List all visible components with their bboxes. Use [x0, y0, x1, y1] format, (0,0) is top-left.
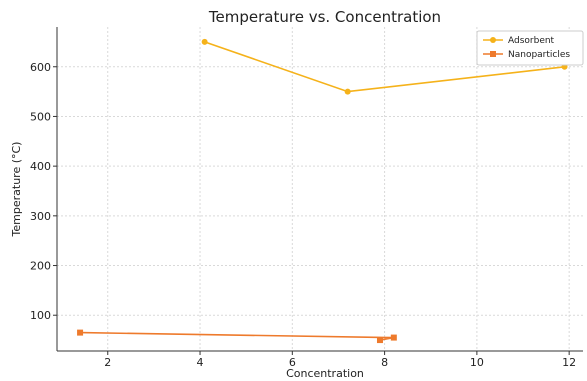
x-tick-label: 6	[289, 356, 296, 369]
y-tick-label: 500	[30, 110, 51, 123]
series-layer	[77, 38, 568, 344]
axes-layer: 2 4 6 8 10 12 100 200 300 400 500 600	[30, 27, 583, 369]
legend-label: Adsorbent	[508, 36, 555, 46]
y-axis-label: Temperature (°C)	[10, 142, 23, 238]
x-axis-label: Concentration	[286, 367, 364, 380]
legend-marker	[490, 37, 496, 43]
legend-marker	[490, 51, 496, 57]
x-tick-label: 2	[104, 356, 111, 369]
y-tick-label: 600	[30, 61, 51, 74]
x-tick-label: 10	[470, 356, 484, 369]
data-point	[390, 334, 397, 341]
series-line	[80, 331, 394, 341]
legend-label: Nanoparticles	[508, 50, 570, 60]
x-tick-label: 8	[381, 356, 388, 369]
grid-layer	[57, 27, 583, 351]
y-tick-label: 100	[30, 309, 51, 322]
legend: Adsorbent Nanoparticles	[476, 30, 584, 66]
chart-title: Temperature vs. Concentration	[208, 8, 441, 26]
series-adsorbent	[201, 38, 568, 95]
x-tick-label: 12	[562, 356, 576, 369]
y-tick-label: 400	[30, 160, 51, 173]
data-point	[376, 337, 383, 344]
y-tick-label: 300	[30, 210, 51, 223]
x-tick-label: 4	[197, 356, 204, 369]
legend-items: Adsorbent Nanoparticles	[483, 36, 570, 60]
data-point	[344, 88, 351, 95]
data-point	[201, 38, 208, 45]
legend-box	[476, 30, 584, 66]
series-nanoparticles	[77, 329, 397, 344]
data-point	[77, 329, 84, 336]
y-tick-label: 200	[30, 260, 51, 273]
